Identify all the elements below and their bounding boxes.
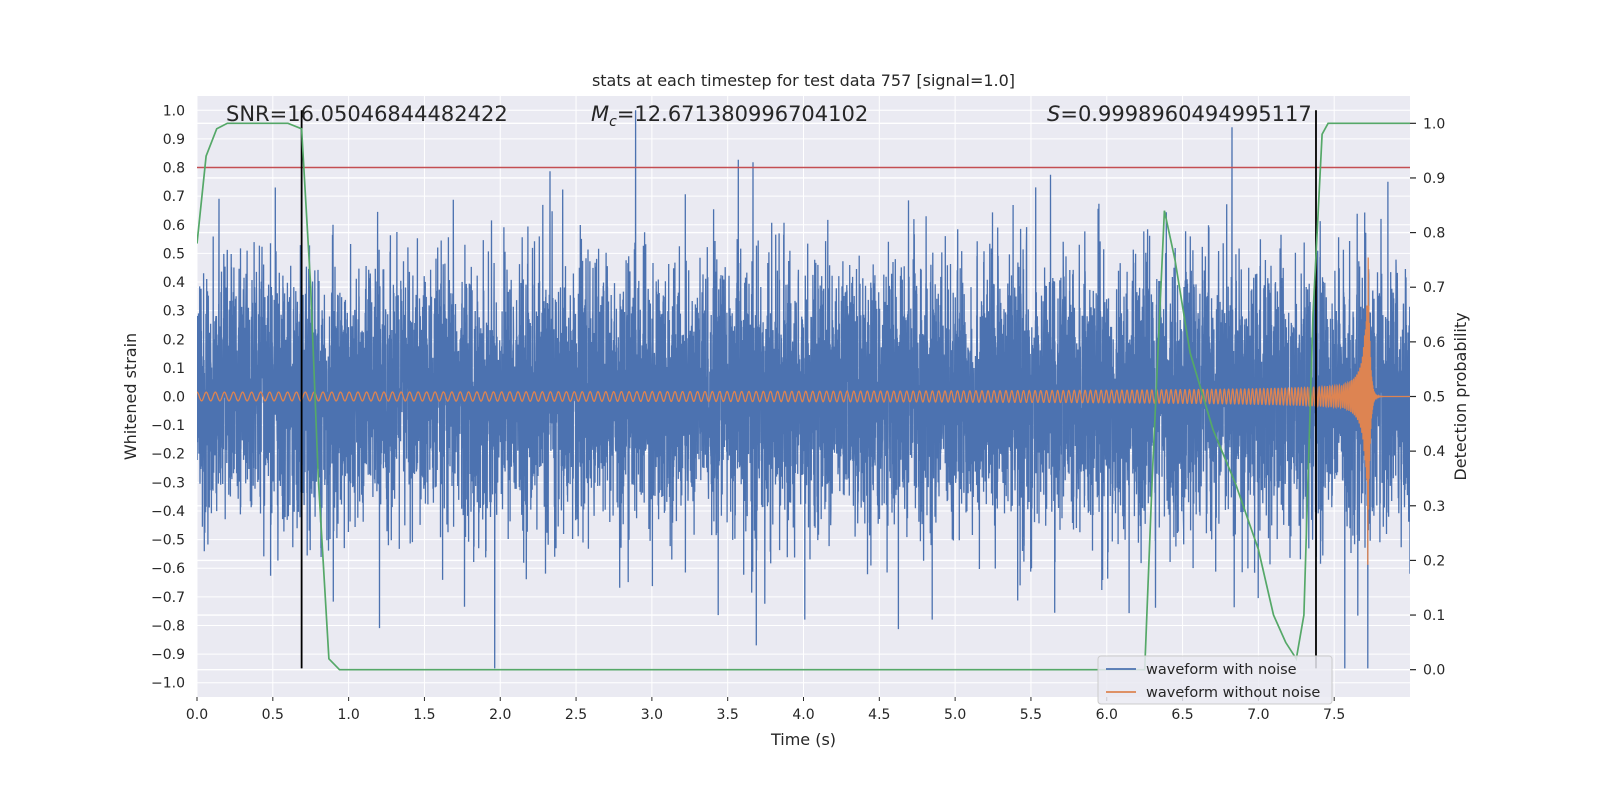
y2-tick-label: 0.8 (1423, 226, 1445, 242)
mc-symbol: M (591, 102, 609, 126)
x-tick-label: 3.0 (641, 707, 663, 723)
y-tick-label: 0.0 (163, 390, 185, 406)
y-tick-label: −0.7 (151, 590, 185, 606)
snr-annotation: SNR=16.05046844482422 (226, 102, 508, 126)
mc-value: =12.671380996704102 (617, 102, 868, 126)
y2-axis-label: Detection probability (1451, 312, 1470, 480)
y-axis-label: Whitened strain (121, 333, 140, 460)
series-waveform-without-noise (197, 257, 1410, 565)
y-tick-label: 1.0 (163, 103, 185, 119)
y-tick-label: −0.3 (151, 475, 185, 491)
y2-tick-label: 1.0 (1423, 116, 1445, 132)
y-tick-label: 0.5 (163, 246, 185, 262)
x-tick-label: 0.5 (262, 707, 284, 723)
y-tick-label: 0.6 (163, 218, 185, 234)
y2-tick-label: 0.7 (1423, 280, 1445, 296)
y2-tick-label: 0.9 (1423, 171, 1445, 187)
legend: waveform with noise waveform without noi… (1097, 655, 1333, 705)
y-tick-label: 0.8 (163, 161, 185, 177)
x-tick-label: 6.0 (1096, 707, 1118, 723)
y-tick-label: −0.5 (151, 533, 185, 549)
x-tick-label: 1.5 (413, 707, 435, 723)
chart-text: stats at each timestep for test data 757… (121, 71, 1470, 749)
y-tick-label: −0.6 (151, 561, 185, 577)
x-tick-label: 2.0 (489, 707, 511, 723)
y-tick-label: −0.8 (151, 618, 185, 634)
y-tick-label: 0.3 (163, 304, 185, 320)
x-tick-label: 3.5 (717, 707, 739, 723)
y-tick-label: −0.4 (151, 504, 185, 520)
y-tick-label: −0.9 (151, 647, 185, 663)
y2-tick-label: 0.4 (1423, 444, 1445, 460)
y2-tick-label: 0.3 (1423, 499, 1445, 515)
axes: 0.0 0.5 1.0 1.5 2.0 2.5 3.0 3.5 4.0 4.5 5.0 5.5 6.0 6… (151, 103, 1445, 723)
x-tick-label: 7.0 (1247, 707, 1269, 723)
y-tick-label: 0.9 (163, 132, 185, 148)
y-tick-label: 0.2 (163, 332, 185, 348)
y2-tick-label: 0.5 (1423, 390, 1445, 406)
legend-label-waveform-with-noise: waveform with noise (1146, 662, 1297, 678)
y2-tick-label: 0.6 (1423, 335, 1445, 351)
x-tick-label: 5.0 (944, 707, 966, 723)
y2-tick-label: 0.0 (1423, 663, 1445, 679)
legend-label-waveform-without-noise: waveform without noise (1146, 685, 1320, 701)
s-symbol: S (1047, 102, 1060, 126)
y-tick-label: −0.2 (151, 447, 185, 463)
y2-tick-label: 0.2 (1423, 553, 1445, 569)
y-tick-label: 0.7 (163, 189, 185, 205)
mc-subscript: c (609, 114, 617, 130)
y-tick-label: −1.0 (151, 676, 185, 692)
legend-box (1097, 655, 1333, 705)
mc-annotation: Mc=12.671380996704102 (591, 102, 868, 130)
x-tick-label: 4.5 (868, 707, 890, 723)
y2-tick-label: 0.1 (1423, 608, 1445, 624)
y-tick-label: −0.1 (151, 418, 185, 434)
y-tick-label: 0.1 (163, 361, 185, 377)
y-tick-label: 0.4 (163, 275, 185, 291)
x-tick-label: 0.0 (186, 707, 208, 723)
s-annotation: S=0.9998960494995117 (1047, 102, 1312, 126)
x-tick-label: 6.5 (1171, 707, 1193, 723)
x-tick-label: 5.5 (1020, 707, 1042, 723)
x-axis-label: Time (s) (770, 730, 836, 749)
chart-title: stats at each timestep for test data 757… (592, 71, 1015, 90)
s-value: =0.9998960494995117 (1060, 102, 1311, 126)
x-tick-label: 7.5 (1323, 707, 1345, 723)
series-waveform-with-noise (197, 110, 1410, 669)
x-tick-label: 1.0 (337, 707, 359, 723)
x-tick-label: 4.0 (792, 707, 814, 723)
x-tick-label: 2.5 (565, 707, 587, 723)
